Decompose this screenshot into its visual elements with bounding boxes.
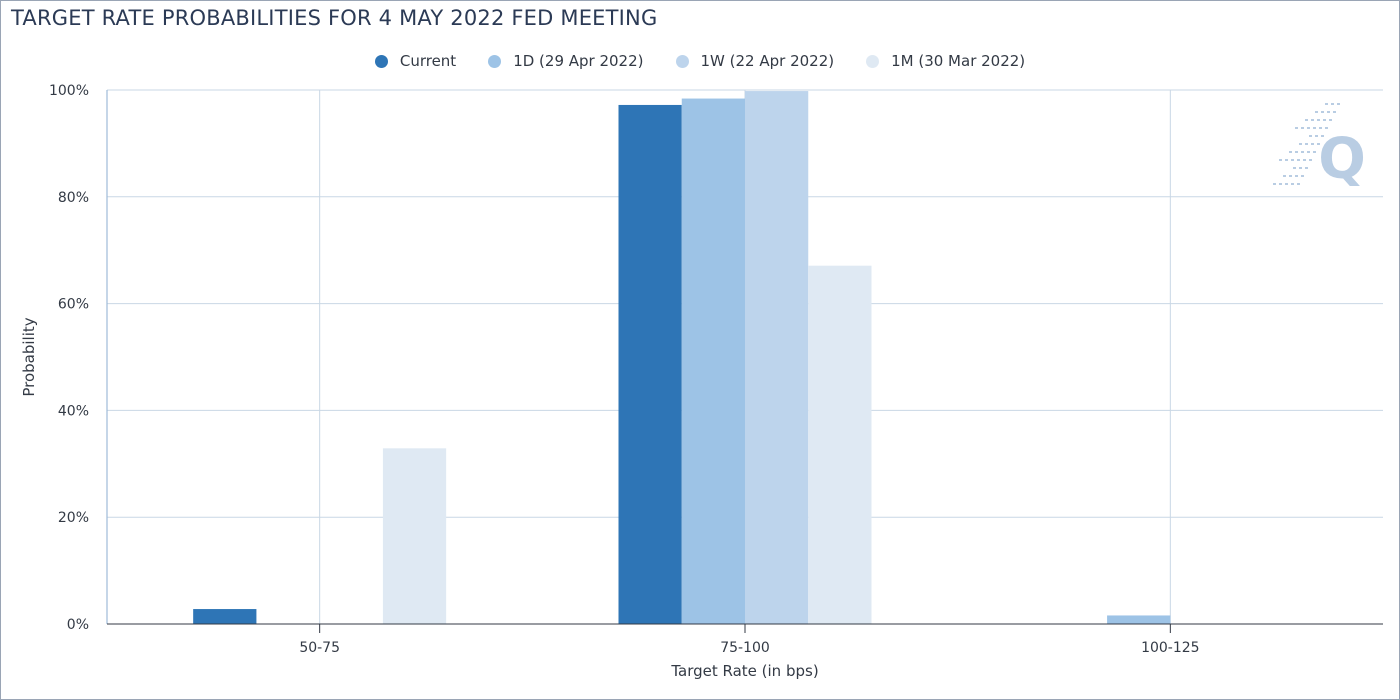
legend-item-1d[interactable]: 1D (29 Apr 2022) <box>488 52 644 70</box>
legend-marker-1d <box>488 54 502 68</box>
legend-marker-1m <box>866 54 880 68</box>
legend-label-1m: 1M (30 Mar 2022) <box>891 52 1026 70</box>
chart-title: TARGET RATE PROBABILITIES FOR 4 MAY 2022… <box>11 6 658 30</box>
chart-legend: Current 1D (29 Apr 2022) 1W (22 Apr 2022… <box>0 52 1400 70</box>
legend-marker-1w <box>675 54 689 68</box>
legend-label-1w: 1W (22 Apr 2022) <box>700 52 835 70</box>
legend-label-1d: 1D (29 Apr 2022) <box>513 52 644 70</box>
legend-label-current: Current <box>399 52 457 70</box>
legend-item-current[interactable]: Current <box>374 52 457 70</box>
legend-item-1m[interactable]: 1M (30 Mar 2022) <box>866 52 1025 70</box>
legend-item-1w[interactable]: 1W (22 Apr 2022) <box>675 52 835 70</box>
legend-marker-current <box>374 54 388 68</box>
